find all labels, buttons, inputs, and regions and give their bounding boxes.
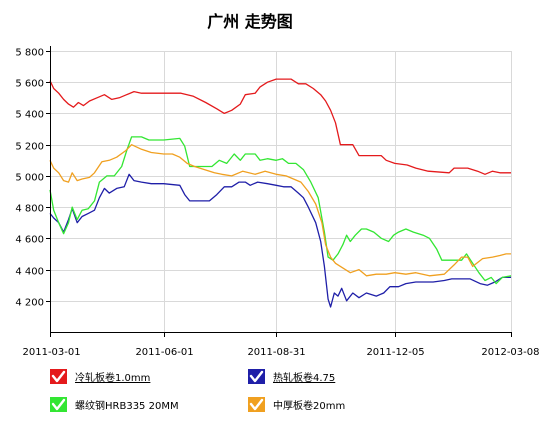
- x-tick-label: 2011-12-05: [366, 347, 424, 358]
- y-tick-label: 5 200: [15, 142, 44, 153]
- y-tick-label: 5 000: [15, 173, 44, 184]
- x-tick-label: 2011-06-01: [135, 347, 193, 358]
- y-tick-label: 4 600: [15, 235, 44, 246]
- series-line-1: [49, 78, 511, 175]
- legend-item-4[interactable]: 中厚板卷20mm: [248, 397, 345, 412]
- y-tick-label: 4 400: [15, 267, 44, 278]
- legend-item-2[interactable]: 热轧板卷4.75: [248, 369, 335, 384]
- checkmark-icon: [249, 398, 264, 411]
- series-line-3: [49, 136, 512, 285]
- y-tick-label: 4 200: [15, 298, 44, 309]
- legend-item-1[interactable]: 冷轧板卷1.0mm: [50, 369, 150, 384]
- legend-label: 中厚板卷20mm: [273, 399, 345, 412]
- x-tick-label: 2011-03-01: [23, 347, 81, 358]
- checkmark-icon: [249, 370, 264, 383]
- axes: 4 200 4 400 4 600 4 800 5 000 5 200 5 400 5 600…: [15, 46, 540, 358]
- x-tick-label: 2012-03-08: [481, 347, 539, 358]
- chart-title: 广州 走势图: [207, 12, 293, 31]
- series-line-2: [49, 173, 511, 308]
- y-tick-label: 4 800: [15, 204, 44, 215]
- legend-label: 冷轧板卷1.0mm: [75, 371, 150, 384]
- x-tick-label: 2011-08-31: [247, 347, 305, 358]
- legend-item-3[interactable]: 螺纹钢HRB335 20MM: [50, 397, 179, 412]
- y-tick-label: 5 800: [15, 48, 44, 59]
- legend-label: 热轧板卷4.75: [273, 371, 335, 384]
- legend[interactable]: 冷轧板卷1.0mm 热轧板卷4.75 螺纹钢HRB335 20MM 中厚板卷20mm: [50, 369, 345, 412]
- checkmark-icon: [51, 370, 66, 383]
- y-tick-label: 5 600: [15, 79, 44, 90]
- series-lines: [49, 78, 512, 308]
- legend-label: 螺纹钢HRB335 20MM: [75, 399, 179, 412]
- grid: [50, 51, 512, 333]
- plot-frame: [50, 51, 512, 333]
- y-tick-label: 5 400: [15, 110, 44, 121]
- series-line-4: [49, 144, 511, 277]
- checkmark-icon: [51, 398, 66, 411]
